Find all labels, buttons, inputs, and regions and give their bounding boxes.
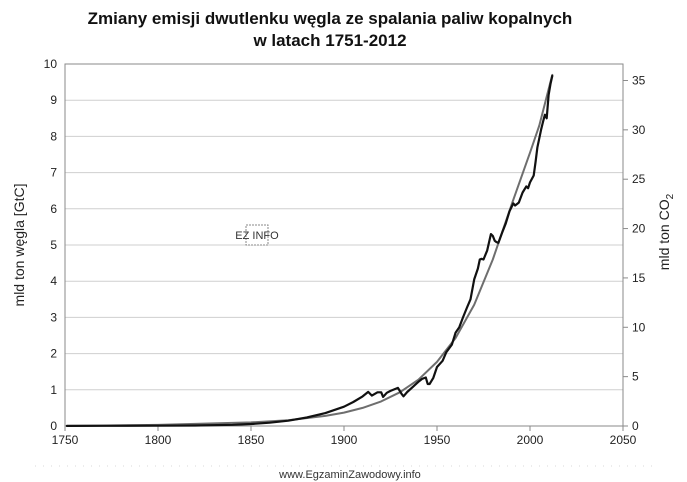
grid-lines xyxy=(65,63,623,427)
y-tick-label: 2 xyxy=(50,347,57,361)
y-tick-label: 8 xyxy=(50,129,57,143)
y2-tick-label: 5 xyxy=(632,370,639,384)
x-tick-label: 2000 xyxy=(517,433,544,447)
y-axis-ticks: 0 1 2 3 4 5 6 7 8 9 10 xyxy=(44,57,58,433)
y2-tick-label: 35 xyxy=(632,73,646,87)
y-tick-label: 4 xyxy=(50,274,57,288)
y-tick-label: 7 xyxy=(50,166,57,180)
y2-tick-label: 10 xyxy=(632,320,646,334)
footer-source: www.EgzaminZawodowy.info xyxy=(278,469,421,481)
y2-tick-label: 0 xyxy=(632,419,639,433)
y2-axis-label-subscript: 2 xyxy=(665,193,676,199)
x-axis-ticks: 1750 1800 1850 1900 1950 2000 2050 xyxy=(52,426,637,447)
y2-tick-label: 25 xyxy=(632,172,646,186)
x-tick-label: 1850 xyxy=(238,433,265,447)
y-tick-label: 5 xyxy=(50,238,57,252)
y2-tick-label: 20 xyxy=(632,222,646,236)
y-tick-label: 1 xyxy=(50,383,57,397)
x-tick-label: 2050 xyxy=(610,433,637,447)
x-tick-label: 1800 xyxy=(145,433,172,447)
x-tick-label: 1950 xyxy=(424,433,451,447)
y2-tick-label: 15 xyxy=(632,271,646,285)
y2-tick-label: 30 xyxy=(632,123,646,137)
y2-axis-label: mld ton CO2 xyxy=(656,193,676,270)
series-line-gray-smooth xyxy=(65,73,554,427)
y2-axis-ticks: 0 5 10 15 20 25 30 35 xyxy=(623,73,646,433)
x-tick-label: 1750 xyxy=(52,433,79,447)
y-tick-label: 3 xyxy=(50,310,57,324)
series-lines xyxy=(65,73,554,427)
watermark-logo: EZ INFO xyxy=(235,224,279,246)
chart-title-line-2: w latach 1751-2012 xyxy=(252,31,406,50)
y-tick-label: 10 xyxy=(44,57,58,71)
watermark-logo-text: EZ INFO xyxy=(235,230,279,242)
y-tick-label: 0 xyxy=(50,419,57,433)
y2-axis-label-main: mld ton CO xyxy=(656,199,672,270)
chart-title-line-1: Zmiany emisji dwutlenku węgla ze spalani… xyxy=(88,9,573,28)
y-tick-label: 9 xyxy=(50,93,57,107)
y-tick-label: 6 xyxy=(50,202,57,216)
x-tick-label: 1900 xyxy=(331,433,358,447)
y-axis-label: mld ton węgla [GtC] xyxy=(11,184,27,307)
series-line-dark-thick xyxy=(65,74,554,427)
